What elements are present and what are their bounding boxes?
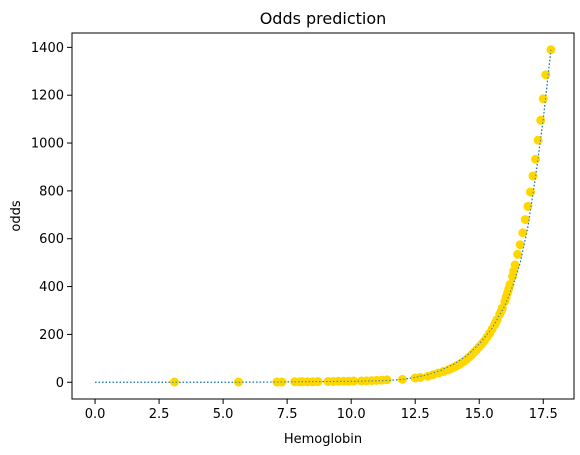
data-point <box>397 374 407 384</box>
data-point <box>531 154 541 164</box>
data-point <box>233 377 243 387</box>
x-tick-label: 17.5 <box>529 407 558 422</box>
plot-area <box>95 45 556 387</box>
x-tick-label: 15.0 <box>465 407 494 422</box>
y-tick-label: 1000 <box>31 137 64 152</box>
trend-line <box>95 49 552 383</box>
x-tick-label: 5.0 <box>213 407 234 422</box>
y-tick-label: 1200 <box>31 89 64 104</box>
data-point <box>169 377 179 387</box>
data-point <box>415 372 425 382</box>
data-point <box>538 94 548 104</box>
data-point <box>520 215 530 225</box>
data-point <box>513 249 523 259</box>
data-point <box>533 135 543 145</box>
y-tick-label: 800 <box>39 184 64 199</box>
data-point <box>349 376 359 386</box>
data-point <box>313 377 323 387</box>
y-tick-label: 600 <box>39 232 64 247</box>
data-point <box>518 228 528 238</box>
data-point <box>523 201 533 211</box>
plot-frame <box>71 32 575 400</box>
x-tick-label: 12.5 <box>401 407 430 422</box>
y-tick-label: 0 <box>56 376 64 391</box>
y-tick-label: 200 <box>39 328 64 343</box>
data-point <box>515 240 525 250</box>
y-axis-label: odds <box>9 200 24 231</box>
chart-title: Odds prediction <box>260 9 387 28</box>
x-tick-label: 0.0 <box>85 407 106 422</box>
x-tick-label: 7.5 <box>277 407 298 422</box>
trend-line-overlay <box>95 49 552 383</box>
x-tick-label: 10.0 <box>337 407 366 422</box>
data-point <box>541 70 551 80</box>
data-point <box>525 187 535 197</box>
x-axis: 0.0 2.5 5.0 7.5 10.0 12.5 15.0 17.5 <box>85 399 558 422</box>
data-point <box>382 375 392 385</box>
data-point <box>536 115 546 125</box>
x-axis-label: Hemoglobin <box>284 432 362 447</box>
data-point <box>505 280 515 290</box>
data-point <box>528 171 538 181</box>
y-tick-label: 400 <box>39 280 64 295</box>
data-point <box>510 260 520 270</box>
y-tick-label: 1400 <box>31 41 64 56</box>
y-axis: 0 200 400 600 800 1000 1200 1400 <box>31 41 72 391</box>
x-tick-label: 2.5 <box>149 407 170 422</box>
